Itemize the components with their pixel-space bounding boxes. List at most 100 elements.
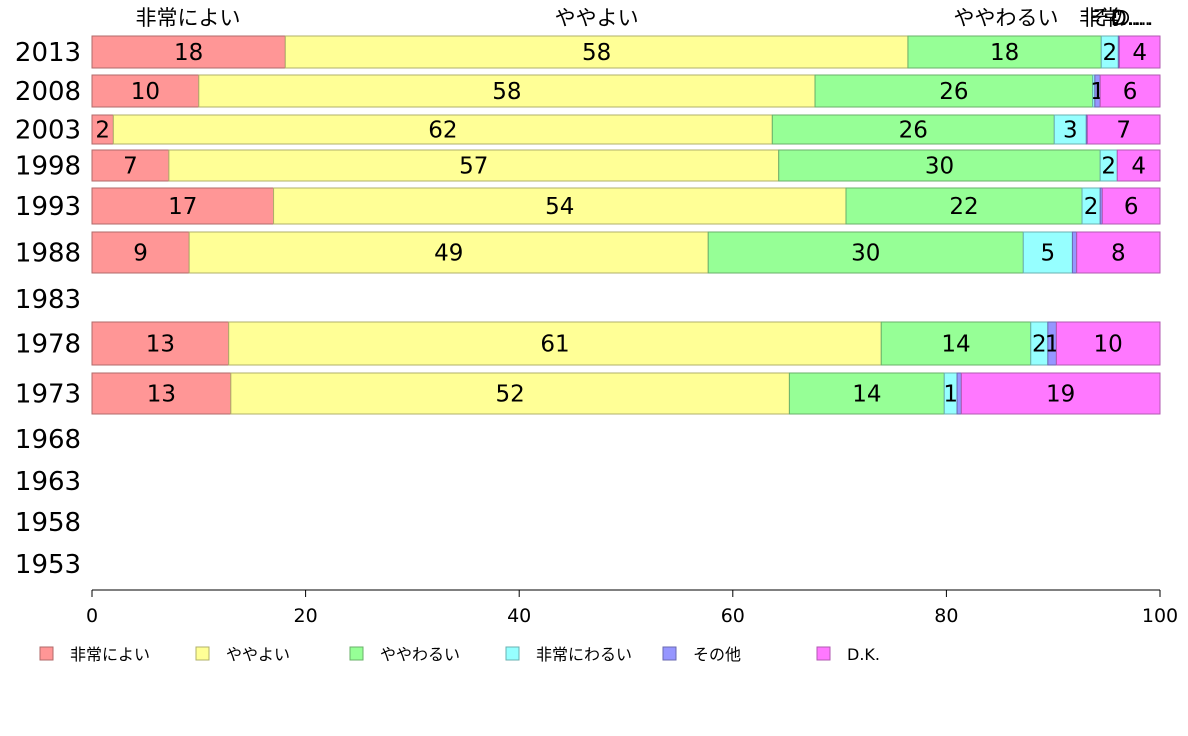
legend-swatch [195,646,210,661]
legend-item: ややよい [195,645,290,664]
legend-item: 非常にわるい [505,645,632,664]
bar-segment [168,149,780,182]
top-series-label: 非常によい [136,6,241,30]
data-label: 26 [899,118,928,144]
x-tick-label: 40 [507,605,531,627]
legend-label: その他 [693,645,741,664]
data-label: 18 [990,40,1019,66]
bar-row: 9 49 30 5 8 [91,231,1161,274]
data-label: 6 [1123,79,1138,105]
bar-segment [91,321,230,366]
legend-label: ややよい [226,645,290,664]
legend-label: 非常によい [70,645,150,664]
data-label: 49 [434,241,463,267]
legend-swatch [662,646,677,661]
data-label: 4 [1132,40,1147,66]
data-label: 6 [1124,194,1139,220]
bar-segment [771,114,1055,145]
x-tick-label: 100 [1142,605,1178,627]
x-tick-label: 20 [294,605,318,627]
x-axis: 0 20 40 60 80 100 [86,589,1178,627]
bar-segment [91,187,275,225]
data-label: 57 [459,154,488,180]
legend-swatch [816,646,831,661]
data-label: 58 [492,79,521,105]
data-label: 58 [582,40,611,66]
category-label: 1988 [15,239,81,269]
bar-segment [778,149,1101,182]
data-label: 54 [545,194,574,220]
data-label: 13 [147,382,176,408]
bar-segment [1086,114,1161,145]
category-label: 1973 [15,380,81,410]
legend-item: D.K. [816,645,880,664]
data-label: 7 [1116,118,1131,144]
bar-segment [1055,321,1161,366]
x-tick-label: 0 [86,605,98,627]
data-label: 1 [1045,332,1060,358]
bar-row: 17 54 22 2 6 [91,187,1161,225]
bar-row: 10 58 26 1 6 [91,74,1161,108]
top-series-label: D.... [1111,6,1154,30]
bar-row: 13 52 14 1 19 [91,372,1161,415]
bar-segment [1116,149,1161,182]
category-labels: 2013 2008 2003 1998 1993 1988 1983 1978 1973 1968… [15,38,81,580]
data-label: 8 [1111,241,1126,267]
data-label: 61 [540,332,569,358]
bar-segment [814,74,1094,108]
data-label: 14 [941,332,970,358]
top-series-label: ややわるい [954,6,1059,30]
data-label: 2 [1084,194,1099,220]
bar-segment [91,35,286,69]
bars: 18 58 18 2 410 58 26 1 62 62 26 3 77 57 30 2 417 54 22 2 69 4… [91,35,1161,415]
data-label: 7 [123,154,138,180]
legend-item: その他 [662,645,741,664]
top-series-label: ややよい [555,6,639,30]
data-label: 1 [943,382,958,408]
bar-row: 2 62 26 3 7 [91,114,1161,145]
data-label: 10 [131,79,160,105]
data-label: 5 [1041,241,1056,267]
legend-swatch [349,646,364,661]
data-label: 2 [1101,154,1116,180]
data-label: 18 [174,40,203,66]
data-label: 30 [925,154,954,180]
legend-label: 非常にわるい [536,645,632,664]
legend-label: D.K. [847,645,880,664]
bar-segment [1099,74,1161,108]
bar-segment [956,372,962,415]
data-label: 13 [146,332,175,358]
data-label: 52 [495,382,524,408]
data-label: 14 [852,382,881,408]
data-label: 3 [1063,118,1078,144]
category-label: 2008 [15,77,81,107]
category-label: 1978 [15,330,81,360]
data-label: 22 [949,194,978,220]
bar-segment [1076,231,1161,274]
bar-row: 13 61 14 21 10 [91,321,1161,366]
data-label: 4 [1131,154,1146,180]
bar-segment [91,231,190,274]
x-tick-label: 60 [721,605,745,627]
category-label: 1993 [15,192,81,222]
bar-segment [91,149,170,182]
bar-segment [91,74,200,108]
bar-segment [228,321,882,366]
category-label: 2003 [15,116,81,146]
bar-segment [1022,231,1073,274]
legend-swatch [505,646,520,661]
bar-segment [788,372,945,415]
top-series-label: その... [1089,6,1151,30]
x-tick-label: 80 [934,605,958,627]
data-label: 30 [851,241,880,267]
data-label: 9 [133,241,148,267]
data-label: 2 [1032,332,1047,358]
data-label: 19 [1046,382,1075,408]
category-label: 2013 [15,38,81,68]
bar-segment [845,187,1083,225]
top-series-labels: 非常によい ややよい ややわるい 非常...その...D.... [136,6,1154,30]
bar-segment [1101,187,1161,225]
data-label: 26 [939,79,968,105]
bar-row: 7 57 30 2 4 [91,149,1161,182]
